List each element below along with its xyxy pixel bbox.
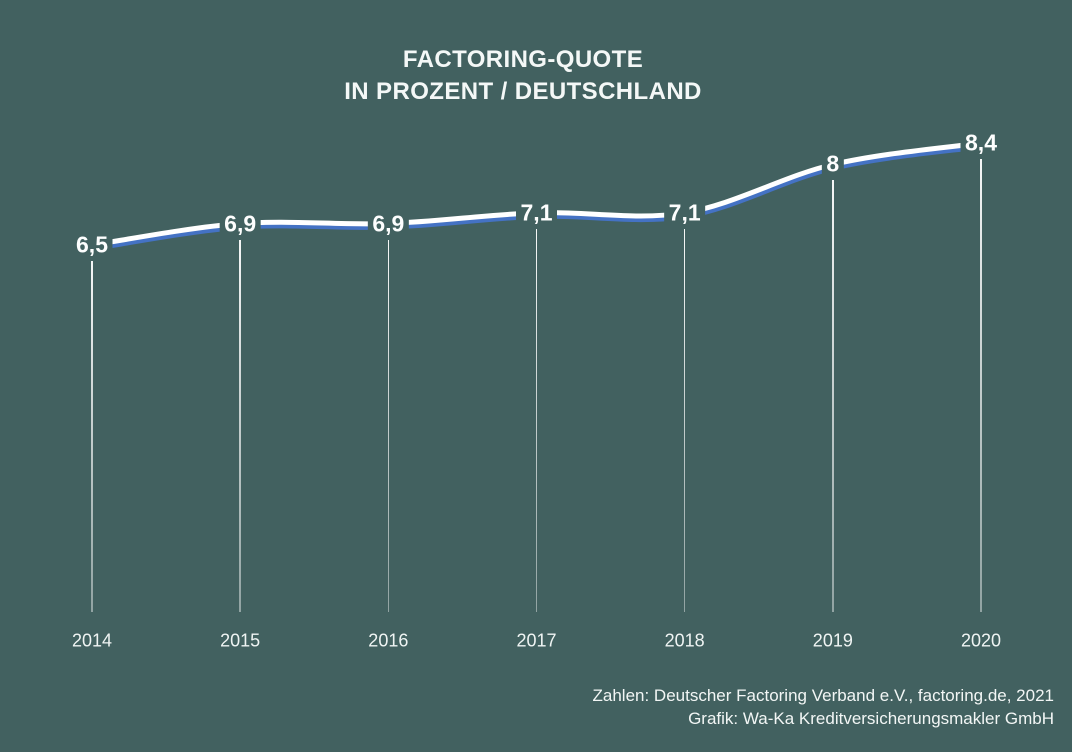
data-point-label: 8 — [826, 150, 840, 177]
drop-line — [239, 239, 241, 612]
x-axis-label: 2015 — [220, 630, 261, 651]
data-point-label: 6,5 — [76, 231, 108, 258]
drop-line — [535, 228, 538, 612]
data-point-label: 8,4 — [965, 129, 997, 156]
line-shadow — [90, 144, 985, 252]
source-credit: Zahlen: Deutscher Factoring Verband e.V.… — [593, 684, 1055, 730]
drop-line — [387, 239, 390, 612]
x-axis-label: 2017 — [516, 630, 557, 651]
drop-line — [980, 159, 982, 612]
x-axis-label: 2018 — [664, 630, 705, 651]
data-point-label: 7,1 — [668, 199, 701, 226]
x-axis-label: 2016 — [368, 630, 409, 651]
source-line: Zahlen: Deutscher Factoring Verband e.V.… — [592, 686, 1055, 705]
chart-title-line2: IN PROZENT / DEUTSCHLAND — [344, 78, 702, 105]
x-axis-label: 2019 — [812, 630, 853, 651]
chart-title-line1: FACTORING-QUOTE — [402, 46, 644, 73]
trend-line — [89, 140, 984, 248]
data-point-label: 6,9 — [224, 210, 257, 237]
drop-line — [832, 180, 834, 612]
drop-line — [683, 228, 686, 612]
chart-title: FACTORING-QUOTE IN PROZENT / DEUTSCHLAND — [0, 44, 1046, 108]
credit-line: Grafik: Wa-Ka Kreditversicherungsmakler … — [688, 709, 1054, 728]
data-point-label: 7,1 — [520, 199, 553, 226]
x-axis-label: 2020 — [960, 630, 1002, 651]
data-point-label: 6,9 — [372, 210, 405, 237]
x-axis-label: 2014 — [71, 630, 113, 651]
drop-line — [91, 261, 93, 612]
